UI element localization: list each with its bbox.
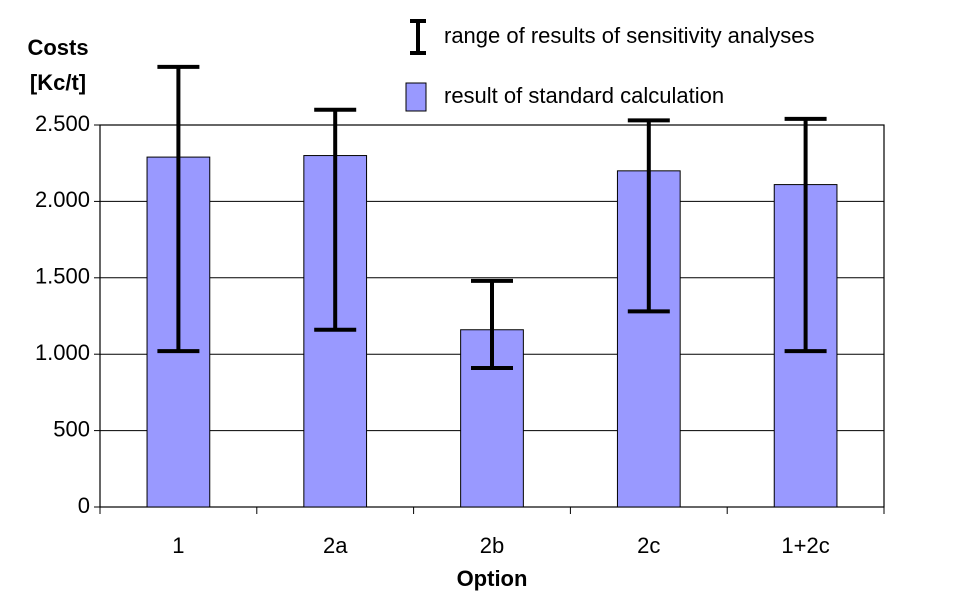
- y-tick-label: 2.500: [35, 111, 90, 136]
- y-tick-label: 500: [53, 416, 90, 441]
- error-bar: [471, 278, 513, 370]
- error-bar: [157, 64, 200, 354]
- legend-swatch: [405, 82, 427, 112]
- y-axis-label: Costs: [27, 35, 88, 60]
- y-tick-label: 2.000: [35, 187, 90, 212]
- error-bar: [314, 107, 357, 332]
- y-axis-label: [Kc/t]: [30, 70, 86, 95]
- y-tick-label: 1.000: [35, 340, 90, 365]
- x-tick-label: 1: [172, 533, 184, 558]
- x-tick-label: 1+2c: [781, 533, 829, 558]
- y-tick-label: 0: [78, 493, 90, 518]
- x-axis-label: Option: [457, 566, 528, 591]
- error-bar: [784, 116, 827, 354]
- legend-label: range of results of sensitivity analyses: [444, 23, 815, 48]
- legend-label: result of standard calculation: [444, 83, 724, 108]
- x-tick-label: 2a: [323, 533, 348, 558]
- y-tick-label: 1.500: [35, 264, 90, 289]
- error-bar: [627, 118, 670, 314]
- x-tick-label: 2c: [637, 533, 660, 558]
- x-tick-label: 2b: [480, 533, 504, 558]
